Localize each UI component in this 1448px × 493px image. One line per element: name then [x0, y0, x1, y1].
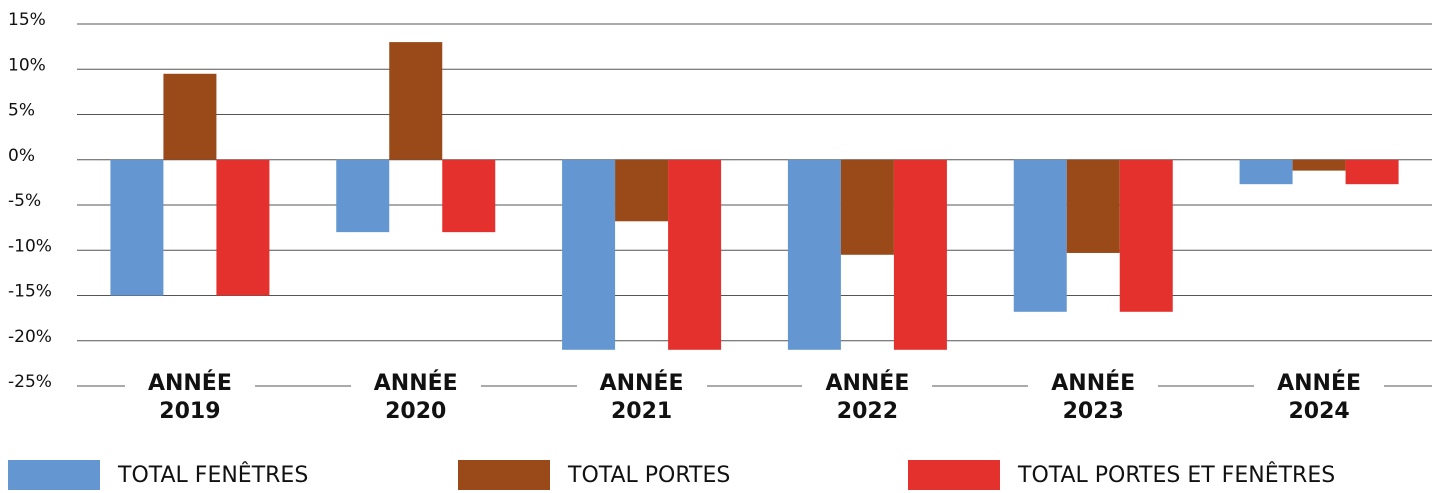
y-tick-label: -5% — [8, 191, 41, 211]
x-tick-label: ANNÉE 2019 — [124, 370, 255, 426]
legend-label: TOTAL FENÊTRES — [118, 462, 309, 488]
bar — [442, 159, 496, 233]
bar — [336, 159, 390, 233]
bar — [1013, 159, 1067, 312]
legend-item: TOTAL PORTES — [458, 460, 730, 490]
legend-item: TOTAL PORTES ET FENÊTRES — [908, 460, 1335, 490]
bar — [1345, 159, 1399, 185]
y-tick-label: -15% — [8, 282, 52, 302]
bar — [893, 159, 947, 350]
bar — [668, 159, 722, 350]
y-tick-label: 10% — [8, 55, 46, 75]
bar — [389, 42, 443, 160]
bar — [110, 159, 164, 296]
y-tick-label: -25% — [8, 372, 52, 392]
legend-label: TOTAL PORTES ET FENÊTRES — [1018, 462, 1336, 488]
bar — [1066, 159, 1120, 253]
bar — [216, 159, 270, 296]
y-tick-label: -20% — [8, 327, 52, 347]
bar — [1292, 159, 1346, 171]
legend-swatch — [458, 460, 550, 490]
y-tick-label: -10% — [8, 236, 52, 256]
x-tick-label: ANNÉE 2023 — [1028, 370, 1159, 426]
y-tick-label: 0% — [8, 146, 35, 166]
bar — [615, 159, 669, 222]
legend-swatch — [908, 460, 1000, 490]
x-tick-label: ANNÉE 2020 — [350, 370, 481, 426]
x-tick-label: ANNÉE 2021 — [576, 370, 707, 426]
bar — [787, 159, 841, 350]
y-tick-label: 15% — [8, 10, 46, 30]
legend-swatch — [8, 460, 100, 490]
legend-label: TOTAL PORTES — [568, 462, 731, 488]
x-tick-label: ANNÉE 2022 — [802, 370, 933, 426]
x-tick-label: ANNÉE 2024 — [1254, 370, 1385, 426]
bar — [1239, 159, 1293, 185]
legend-item: TOTAL FENÊTRES — [8, 460, 308, 490]
y-tick-label: 5% — [8, 101, 35, 121]
bar — [840, 159, 894, 255]
bar — [163, 73, 217, 160]
bar — [1119, 159, 1173, 312]
bar — [562, 159, 616, 350]
